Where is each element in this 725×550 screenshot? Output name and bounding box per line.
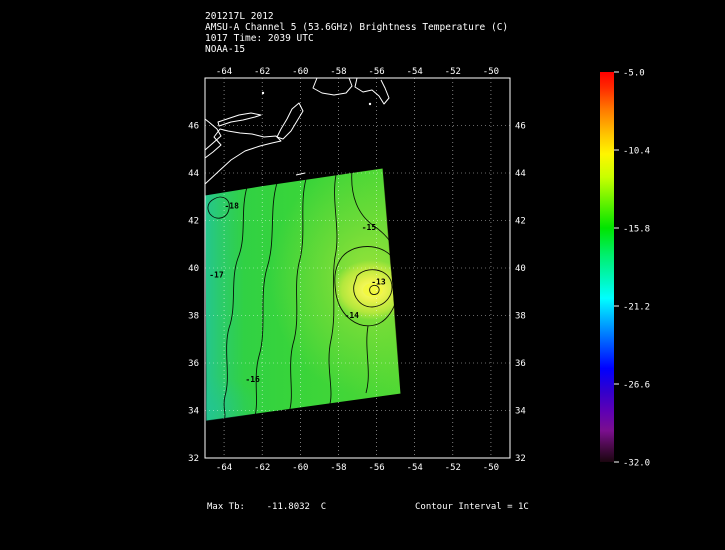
contour-label: -15 [362,223,377,232]
lat-tick-label-left: 40 [188,264,199,274]
contour-line [365,325,369,394]
contour-line [328,174,338,408]
lat-tick-label-left: 46 [188,122,199,132]
contour-line [351,169,401,269]
contour-label: -17 [209,271,224,280]
title-channel-line: AMSU-A Channel 5 (53.6GHz) Brightness Te… [205,22,508,33]
colorbar-tick-label: -21.2 [623,303,650,313]
coast-sable-island [295,172,306,176]
lon-tick-label-top: -58 [330,67,346,77]
lon-tick-label-bottom: -54 [407,463,423,473]
contour-line [288,178,307,413]
lon-tick-label-top: -52 [445,67,461,77]
lat-tick-label-left: 32 [188,454,199,464]
coast-newfoundland-burin [354,77,390,105]
lat-tick-label-right: 46 [515,122,526,132]
map-swath [204,167,402,422]
coast-small-island [368,102,372,106]
lon-tick-label-bottom: -62 [254,463,270,473]
contour-lines [207,169,401,421]
colorbar-gradient [600,72,614,462]
contour-label: -16 [245,375,260,384]
lat-tick-label-right: 36 [515,359,526,369]
lat-tick-label-right: 44 [515,169,526,179]
lon-tick-label-top: -56 [368,67,384,77]
contour-label: -18 [224,202,239,211]
contour-line [223,186,248,421]
contour-line [207,196,230,219]
colorbar-tick-label: -5.0 [623,69,645,79]
colorbar-labels: -5.0 -10.4 -15.8 -21.2 -26.6 -32.0 [614,69,650,469]
colorbar-tick-label: -26.6 [623,381,650,391]
lon-tick-label-top: -62 [254,67,270,77]
contour-line [334,246,400,327]
footer-block: Max Tb: -11.8032 C Contour Interval = 1C [207,502,529,512]
lat-tick-label-left: 42 [188,217,199,227]
lon-tick-label-top: -64 [216,67,232,77]
title-date-line: 201217L 2012 [205,11,274,22]
lon-tick-label-bottom: -52 [445,463,461,473]
lat-tick-label-right: 34 [515,407,526,417]
coast-cape-breton [276,102,304,140]
contour-label: -14 [345,311,360,320]
contour-labels: -18 -17 -16 -15 -14 -13 [209,202,386,384]
cool-corner-patch [205,376,260,421]
lat-tick-label-right: 38 [515,312,526,322]
map-grid [205,78,510,459]
lat-tick-label-left: 44 [188,169,199,179]
coast-bay-of-fundy [204,118,222,151]
lon-tick-label-top: -50 [483,67,499,77]
coast-prince-edward-island [217,112,262,127]
axis-tick-labels: -64 -64 -62 -62 -60 -60 -58 -58 -56 -56 -54 -54 -52 -… [188,67,526,473]
colorbar-tick-label: -15.8 [623,225,650,235]
colorbar-tick-label: -10.4 [623,147,650,157]
contour-label: -13 [371,278,386,287]
lat-tick-label-right: 40 [515,264,526,274]
lon-tick-label-bottom: -50 [483,463,499,473]
lon-tick-label-bottom: -64 [216,463,232,473]
lat-tick-label-left: 36 [188,359,199,369]
lon-tick-label-bottom: -60 [292,463,308,473]
max-tb-label: Max Tb: -11.8032 C [207,502,326,512]
header-block: 201217L 2012 AMSU-A Channel 5 (53.6GHz) … [205,11,508,55]
colorbar: -5.0 -10.4 -15.8 -21.2 -26.6 -32.0 [600,69,650,469]
contour-line [369,284,380,295]
coast-newfoundland-west [312,77,353,96]
coastline [204,77,390,185]
lon-tick-label-top: -54 [407,67,423,77]
contour-interval-label: Contour Interval = 1C [415,502,529,512]
lat-tick-label-right: 32 [515,454,526,464]
title-satellite-line: NOAA-15 [205,44,245,55]
title-time-line: 1017 Time: 2039 UTC [205,33,314,44]
lon-tick-label-bottom: -58 [330,463,346,473]
lat-tick-label-left: 34 [188,407,199,417]
lat-tick-label-right: 42 [515,217,526,227]
colorbar-tick-label: -32.0 [623,459,650,469]
lon-tick-label-bottom: -56 [368,463,384,473]
contour-line [254,182,278,417]
plot-border [204,77,511,459]
lon-tick-label-top: -60 [292,67,308,77]
contour-line [353,269,393,308]
lat-tick-label-left: 38 [188,312,199,322]
coast-small-island [261,91,265,95]
